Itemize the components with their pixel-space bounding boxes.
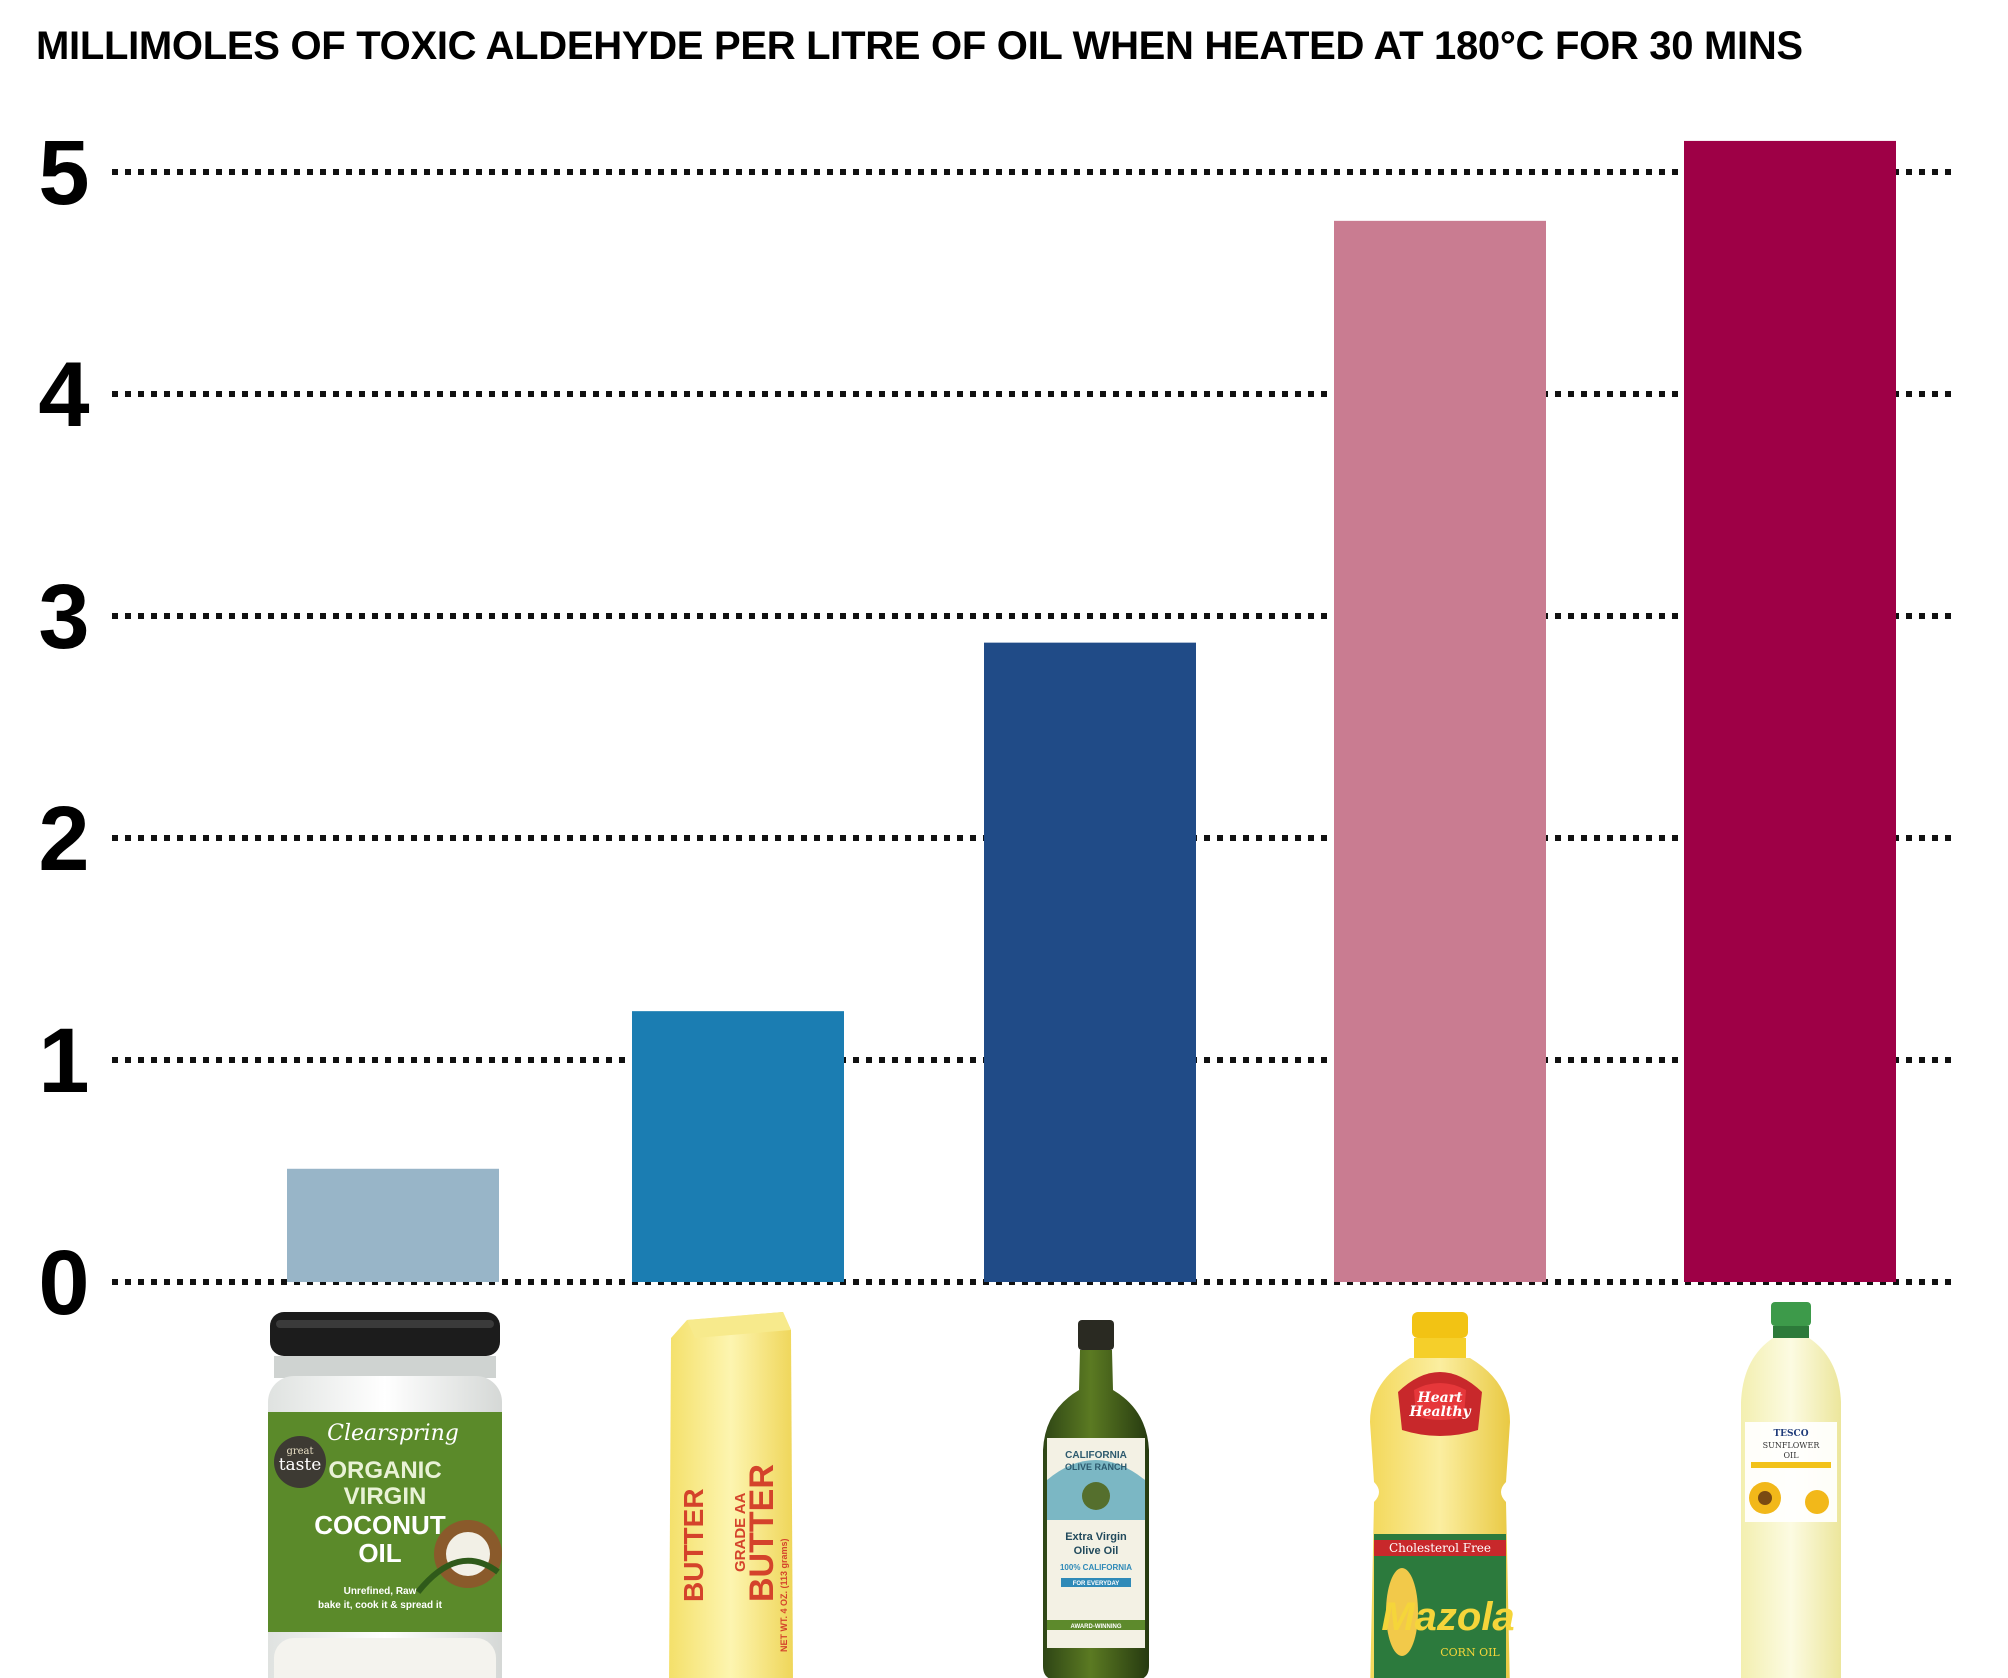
bar-corn-oil xyxy=(1334,220,1546,1283)
bar-olive-oil xyxy=(984,642,1196,1282)
coconut-line4: OIL xyxy=(358,1538,401,1568)
olive-line2: Olive Oil xyxy=(1074,1545,1119,1557)
sunflower-line2: OIL xyxy=(1783,1451,1799,1460)
olive-line3: 100% CALIFORNIA xyxy=(1060,1563,1132,1572)
bars xyxy=(287,140,1896,1283)
olive-line5: AWARD-WINNING xyxy=(1071,1624,1122,1630)
sunflower-oil-bottle-icon: TESCO SUNFLOWER OIL xyxy=(1741,1302,1841,1678)
coconut-line3: COCONUT xyxy=(314,1510,446,1540)
y-tick-label-4: 4 xyxy=(38,344,89,446)
olive-oil-bottle-icon: CALIFORNIA OLIVE RANCH Extra Virgin Oliv… xyxy=(1043,1320,1149,1678)
badge-main-text: taste xyxy=(279,1455,322,1475)
coconut-oil-jar-icon: great taste Clearspring ORGANIC VIRGIN C… xyxy=(268,1312,502,1678)
y-tick-label-2: 2 xyxy=(38,788,89,890)
olive-line1: Extra Virgin xyxy=(1065,1531,1127,1543)
olive-line4: FOR EVERYDAY xyxy=(1073,1581,1120,1587)
bar-butter xyxy=(632,1011,844,1282)
corn-brand: Mazola xyxy=(1381,1595,1514,1639)
y-tick-label-3: 3 xyxy=(38,566,89,668)
badge-top-text: great xyxy=(286,1446,313,1457)
sunflower-line1: SUNFLOWER xyxy=(1763,1441,1821,1450)
coconut-small1: Unrefined, Raw xyxy=(344,1586,417,1597)
butter-word2: BUTTER xyxy=(743,1464,781,1602)
corn-product: CORN OIL xyxy=(1440,1646,1500,1659)
y-tick-label-1: 1 xyxy=(38,1010,89,1112)
bar-sunflower-oil xyxy=(1684,140,1896,1282)
olive-brand1: CALIFORNIA xyxy=(1065,1450,1127,1461)
butter-word1: BUTTER xyxy=(678,1488,709,1602)
coconut-line2: VIRGIN xyxy=(344,1483,427,1510)
butter-stick-icon: BUTTER GRADE AA BUTTER NET WT. 4 OZ. (11… xyxy=(669,1312,793,1678)
coconut-brand: Clearspring xyxy=(327,1421,459,1446)
olive-brand2: OLIVE RANCH xyxy=(1065,1462,1127,1472)
butter-grade: GRADE AA xyxy=(732,1492,749,1572)
corn-heart2: Healthy xyxy=(1408,1404,1471,1420)
y-tick-label-5: 5 xyxy=(38,122,89,224)
y-tick-label-0: 0 xyxy=(38,1232,89,1334)
chart-title: MILLIMOLES OF TOXIC ALDEHYDE PER LITRE O… xyxy=(36,24,1803,68)
butter-weight: NET WT. 4 OZ. (113 grams) xyxy=(779,1538,789,1652)
coconut-line1: ORGANIC xyxy=(328,1457,441,1484)
corn-oil-bottle-icon: Heart Healthy Cholesterol Free Mazola CO… xyxy=(1370,1312,1515,1678)
sunflower-brand: TESCO xyxy=(1773,1429,1808,1439)
corn-banner: Cholesterol Free xyxy=(1389,1541,1491,1555)
coconut-small2: bake it, cook it & spread it xyxy=(318,1600,443,1611)
bar-coconut-oil xyxy=(287,1168,499,1282)
corn-heart1: Heart xyxy=(1416,1390,1463,1406)
y-axis-ticks: 0 1 2 3 4 5 xyxy=(38,122,89,1334)
